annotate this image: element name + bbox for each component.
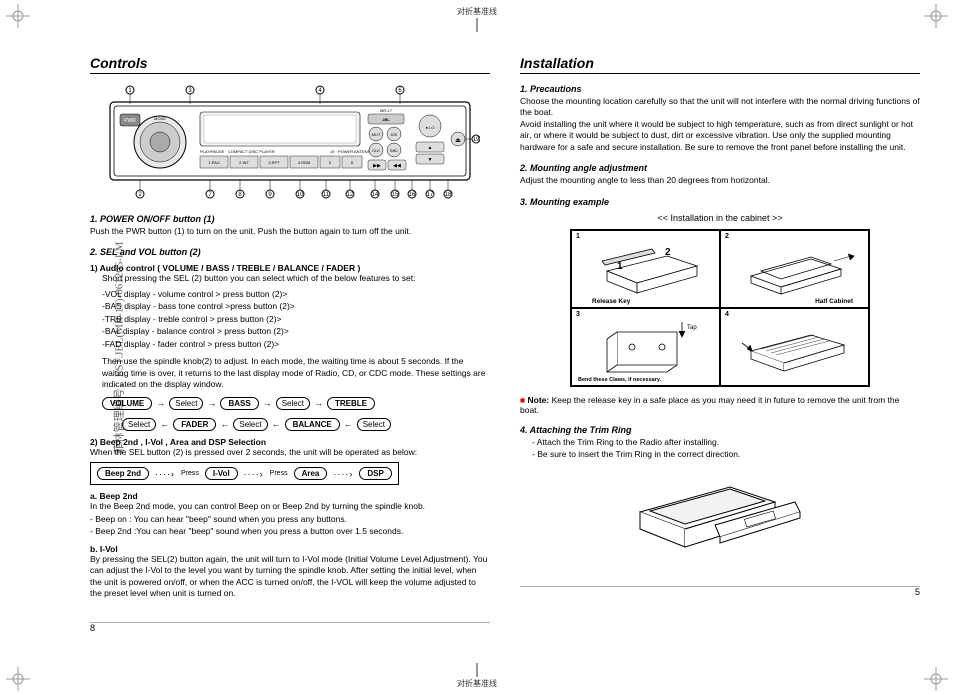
mount-head: 3. Mounting example	[520, 197, 920, 207]
svg-text:15: 15	[392, 192, 399, 198]
audio-flow-diagram: VOLUME→ Select→ BASS→ Select→ TREBLE Sel…	[102, 397, 490, 431]
fold-line-label-top: 对折基准线	[457, 6, 497, 17]
svg-text:19 · POWER ANTENNA: 19 · POWER ANTENNA	[330, 149, 373, 154]
b-ivol-text: By pressing the SEL(2) button again, the…	[90, 554, 490, 600]
installation-title: Installation	[520, 55, 920, 74]
svg-text:▼: ▼	[428, 157, 433, 163]
note-bullet-icon: ■	[520, 395, 528, 405]
trim-ring-diagram	[620, 467, 820, 567]
crop-mark-tr	[924, 4, 948, 28]
spindle-text: Then use the spindle knob(2) to adjust. …	[102, 356, 490, 390]
svg-text:18: 18	[445, 192, 452, 198]
crop-mark-tl	[6, 4, 30, 28]
page-rule	[520, 586, 920, 587]
svg-text:11: 11	[323, 192, 330, 198]
fold-line-mark-top	[477, 18, 478, 32]
svg-text:DIS: DIS	[391, 132, 398, 137]
svg-text:17: 17	[427, 192, 434, 198]
svg-text:1: 1	[617, 261, 623, 272]
mount-cell-2: 2 Half Cabinet	[720, 230, 869, 308]
radio-face-diagram: 1 3 4 6 PWR MODE PLAY/PAUSE · COMPACT DI…	[100, 84, 480, 204]
disp-bal: -BAL display - balance control > press b…	[102, 326, 490, 337]
svg-text:1.PAU: 1.PAU	[208, 160, 219, 165]
beep-flow-diagram: Beep 2ndPress I-VolPress Area DSP	[90, 462, 399, 485]
svg-text:2: 2	[665, 247, 671, 258]
crop-mark-br	[924, 667, 948, 691]
disp-bas: -BAS display - bass tone control >press …	[102, 301, 490, 312]
disp-fad: -FAD display - fader control > press but…	[102, 339, 490, 350]
a-beep-t3: - Beep 2nd :You can hear "beep" sound wh…	[90, 526, 490, 537]
svg-text:CLK: CLK	[372, 148, 380, 153]
page-controls: Controls 1 3 4 6 PWR MODE PLAY/PAUSE · C…	[90, 55, 490, 603]
mount-cell-3: 3 Tap Bend these Claws, if necessary.	[571, 308, 720, 386]
power-text: Push the PWR button (1) to turn on the u…	[90, 226, 490, 237]
page-installation: Installation 1. Precautions Choose the m…	[520, 55, 920, 567]
beep-sel-text: When the SEL button (2) is pressed over …	[90, 447, 490, 458]
a-beep-head: a. Beep 2nd	[90, 491, 490, 501]
note-text: ■ Note: Keep the release key in a safe p…	[520, 395, 920, 415]
disp-vol: -VOL display - volume control > press bu…	[102, 289, 490, 300]
a-beep-t2: - Beep on : You can hear "beep" sound wh…	[90, 514, 490, 525]
precautions-text: Choose the mounting location carefully s…	[520, 96, 920, 153]
angle-head: 2. Mounting angle adjustment	[520, 163, 920, 173]
svg-text:14: 14	[372, 192, 379, 198]
mount-cell-4: 4	[720, 308, 869, 386]
trim-l2: - Be sure to insert the Trim Ring in the…	[532, 449, 920, 460]
beep-sel-head: 2) Beep 2nd , I-Vol , Area and DSP Selec…	[90, 437, 490, 447]
svg-text:2.INT: 2.INT	[239, 160, 249, 165]
svg-text:PLAY/PAUSE · COMPACT DISC PLAY: PLAY/PAUSE · COMPACT DISC PLAYER	[200, 149, 275, 154]
svg-text:12: 12	[347, 192, 354, 198]
page-number-left: 8	[90, 623, 95, 633]
svg-text:BND: BND	[390, 149, 398, 153]
crop-mark-bl	[6, 667, 30, 691]
fold-line-label-bottom: 对折基准线	[457, 678, 497, 689]
svg-text:3.RPT: 3.RPT	[268, 160, 280, 165]
power-head: 1. POWER ON/OFF button (1)	[90, 214, 490, 224]
svg-text:▲: ▲	[428, 145, 433, 151]
trim-head: 4. Attaching the Trim Ring	[520, 425, 920, 435]
svg-text:MR-17: MR-17	[380, 108, 393, 113]
page-rule	[90, 622, 490, 623]
audio-control-line: 1) Audio control ( VOLUME / BASS / TREBL…	[90, 263, 490, 273]
svg-text:MODE: MODE	[154, 116, 166, 121]
angle-text: Adjust the mounting angle to less than 2…	[520, 175, 920, 186]
svg-text:Tap: Tap	[687, 325, 697, 331]
install-sub: << Installation in the cabinet >>	[520, 213, 920, 223]
svg-text:19: 19	[473, 137, 480, 143]
svg-text:10: 10	[297, 192, 304, 198]
svg-text:MUT: MUT	[372, 132, 381, 137]
svg-text:◀◀: ◀◀	[393, 163, 401, 169]
fold-line-mark-bottom	[477, 663, 478, 677]
a-beep-t1: In the Beep 2nd mode, you can control Be…	[90, 501, 490, 512]
svg-text:⏏: ⏏	[455, 138, 461, 144]
mount-cell-1: 1 1 2 Release Key	[571, 230, 720, 308]
page-number-right: 5	[915, 587, 920, 597]
svg-text:▶▶: ▶▶	[373, 163, 381, 169]
disp-trb: -TRB display - treble control > press bu…	[102, 314, 490, 325]
b-ivol-head: b. I-Vol	[90, 544, 490, 554]
svg-text:PWR: PWR	[124, 118, 136, 124]
mounting-diagram-grid: 1 1 2 Release Key 2	[570, 229, 870, 387]
trim-l1: - Attach the Trim Ring to the Radio afte…	[532, 437, 920, 448]
svg-text:JBL: JBL	[382, 117, 390, 122]
sel-head: 2. SEL and VOL button (2)	[90, 247, 490, 257]
svg-text:16: 16	[409, 192, 416, 198]
audio-control-text: Short pressing the SEL (2) button you ca…	[102, 273, 490, 284]
precautions-head: 1. Precautions	[520, 84, 920, 94]
controls-title: Controls	[90, 55, 490, 74]
svg-text:4.RDM: 4.RDM	[298, 160, 310, 165]
svg-text:● LO: ● LO	[426, 125, 435, 130]
